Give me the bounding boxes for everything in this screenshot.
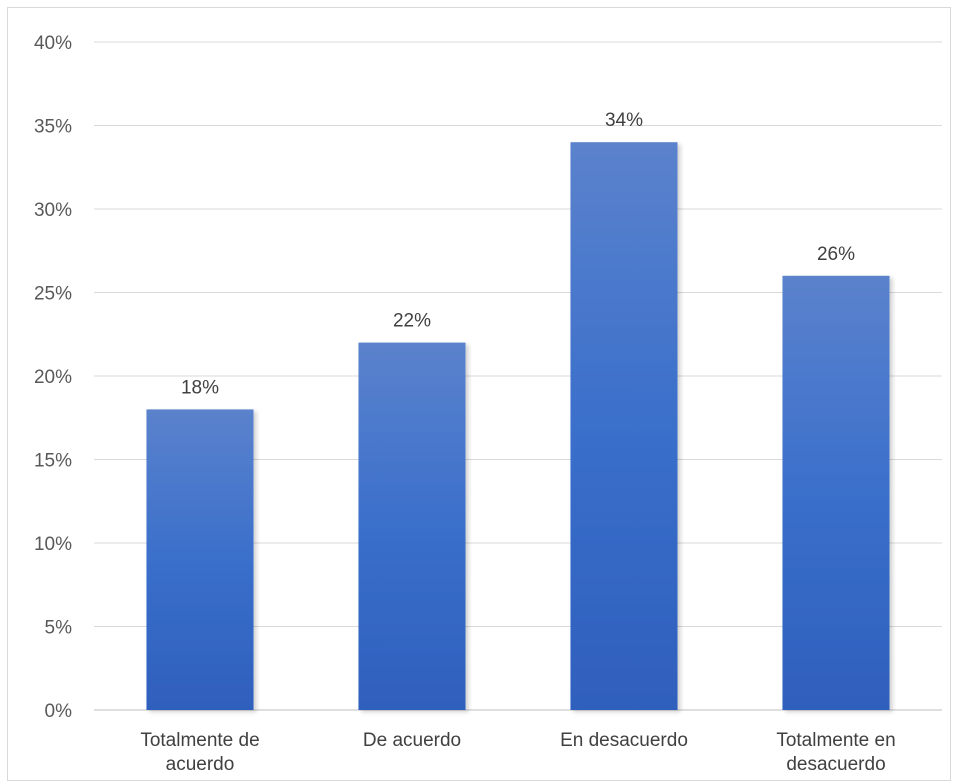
y-axis-tick-labels: 0% 5% 10% 15% 20% 25% 30% 35% 40% [34,33,72,722]
y-tick-label: 5% [45,618,73,639]
y-tick-label: 30% [34,200,72,221]
chart-frame: 0% 5% 10% 15% 20% 25% 30% 35% 40% 18% 22% 34% 26% T… [7,7,951,781]
data-label: 18% [181,377,219,398]
category-label: Totalmente de acuerdo [140,730,259,775]
category-label: En desacuerdo [560,730,688,751]
data-label: 22% [393,311,431,332]
y-tick-label: 10% [34,534,72,555]
data-label: 34% [605,110,643,131]
y-tick-label: 0% [45,701,73,722]
category-label: Totalmente en desacuerdo [776,730,895,775]
y-tick-label: 25% [34,284,72,305]
bar-chart: 0% 5% 10% 15% 20% 25% 30% 35% 40% 18% 22% 34% 26% T… [34,33,942,775]
y-tick-label: 40% [34,33,72,54]
bar [146,409,254,710]
bar [358,342,466,710]
y-tick-label: 20% [34,367,72,388]
x-axis-category-labels: Totalmente de acuerdo De acuerdo En desacue… [140,730,895,775]
bar [782,275,890,710]
y-tick-label: 35% [34,117,72,138]
bar [570,142,678,710]
y-tick-label: 15% [34,451,72,472]
bars [146,142,890,710]
category-label: De acuerdo [363,730,461,751]
data-label: 26% [817,244,855,265]
data-labels: 18% 22% 34% 26% [181,110,855,398]
